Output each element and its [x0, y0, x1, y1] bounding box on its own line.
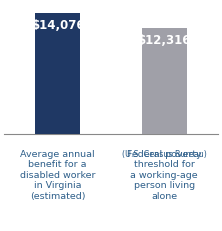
Text: Federal poverty
threshold for
a working-age
person living
alone: Federal poverty threshold for a working-…	[127, 149, 202, 200]
Bar	[142, 29, 187, 134]
Text: Average annual
benefit for a
disabled worker
in Virginia
(estimated): Average annual benefit for a disabled wo…	[20, 149, 95, 200]
Text: $12,316: $12,316	[138, 34, 191, 47]
Text: $14,076: $14,076	[31, 19, 85, 32]
Text: (U.S. Census Bureau): (U.S. Census Bureau)	[122, 150, 207, 159]
Bar	[35, 14, 80, 134]
